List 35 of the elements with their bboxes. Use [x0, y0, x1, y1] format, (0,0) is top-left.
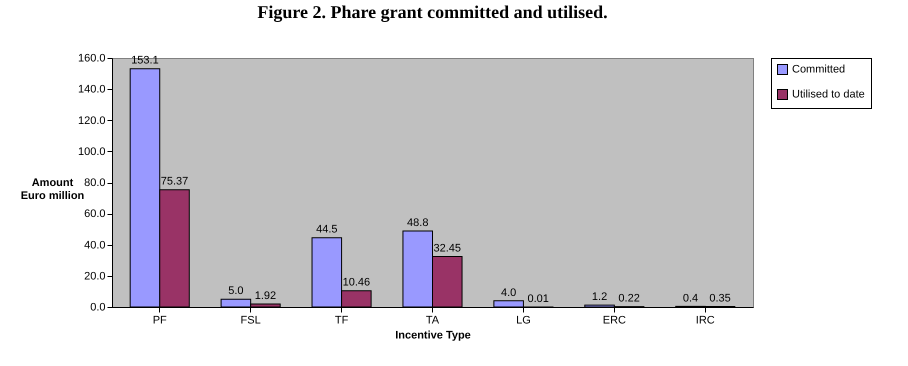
data-label: 0.35 — [709, 292, 731, 304]
y-axis-title: Amount Euro million — [20, 177, 85, 202]
y-tick-label: 40.0 — [84, 239, 106, 252]
x-tick-label: ERC — [602, 314, 626, 326]
data-label: 44.5 — [316, 224, 338, 236]
y-tick-label: 20.0 — [84, 270, 106, 282]
x-tick-label: IRC — [696, 314, 715, 326]
legend-label: Utilised to date — [792, 88, 865, 100]
x-tick-label: FSL — [240, 314, 261, 326]
data-label: 0.22 — [618, 292, 640, 305]
y-tick-label: 140.0 — [78, 84, 106, 96]
legend-label: Committed — [792, 64, 846, 76]
data-label: 153.1 — [131, 54, 159, 67]
y-tick-label: 60.0 — [84, 208, 106, 220]
y-tick-label: 100.0 — [78, 146, 106, 158]
x-tick-label: TF — [334, 314, 349, 326]
x-tick-label: TA — [426, 314, 440, 326]
y-tick-label: 80.0 — [84, 177, 106, 189]
data-label: 0.4 — [682, 292, 698, 304]
data-label: 48.8 — [407, 217, 428, 230]
data-label: 0.01 — [527, 292, 549, 305]
data-label: 10.46 — [342, 276, 370, 289]
data-label: 75.37 — [160, 176, 188, 188]
y-tick-label: 160.0 — [78, 52, 106, 64]
data-label: 1.92 — [254, 290, 276, 302]
x-tick-label: LG — [516, 314, 531, 326]
data-label: 32.45 — [434, 242, 462, 254]
chart-title: Figure 2. Phare grant committed and utilised. — [257, 2, 608, 22]
x-tick-label: PF — [152, 314, 168, 326]
data-label: 5.0 — [228, 285, 244, 298]
data-label: 4.0 — [501, 286, 516, 299]
y-tick-label: 120.0 — [78, 114, 106, 127]
y-tick-label: 0.0 — [90, 302, 106, 314]
x-axis-title: Incentive Type — [395, 330, 471, 342]
data-label: 1.2 — [592, 291, 608, 304]
